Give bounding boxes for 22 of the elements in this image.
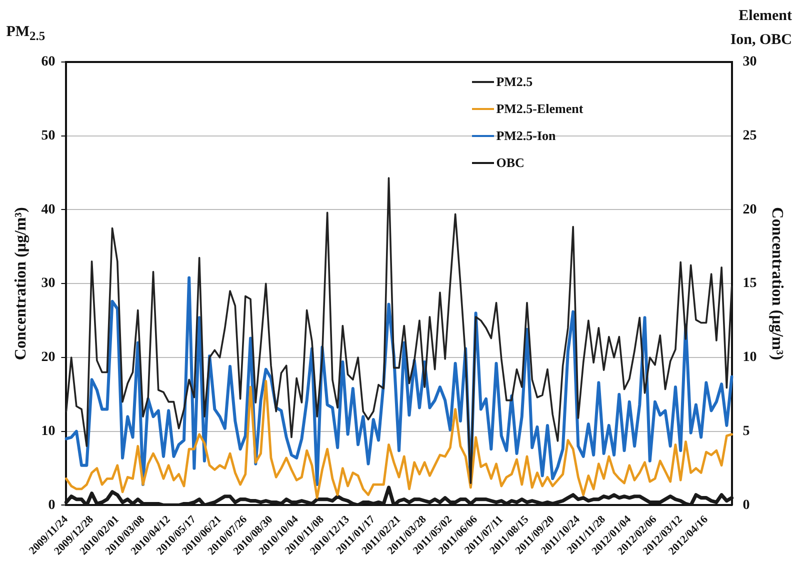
y2-tick-label: 30 xyxy=(742,54,757,70)
legend-label: PM2.5-Element xyxy=(496,100,584,116)
y2-axis-title: Concentration (μg/m³) xyxy=(768,207,786,360)
y-tick-label: 50 xyxy=(41,128,56,144)
y-tick-label: 40 xyxy=(41,202,56,218)
y-axis-title: Concentration (μg/m³) xyxy=(12,207,30,360)
y-tick-label: 30 xyxy=(41,276,56,292)
y-tick-label: 20 xyxy=(41,350,56,366)
y2-tick-label: 10 xyxy=(742,350,757,366)
y-tick-label: 10 xyxy=(41,424,56,439)
y2-tick-label: 5 xyxy=(742,424,750,439)
y2-tick-label: 25 xyxy=(742,128,757,144)
y-tick-label: 0 xyxy=(48,498,56,513)
legend-label: PM2.5 xyxy=(496,74,533,90)
text: Element Ion, OBC xyxy=(729,7,792,50)
text: PM$_{2.5}$ xyxy=(6,24,46,44)
legend-label: OBC xyxy=(496,154,524,170)
y-tick-label: 60 xyxy=(41,54,56,70)
y2-tick-label: 0 xyxy=(742,498,750,513)
y2-tick-label: 20 xyxy=(742,202,757,218)
y2-tick-label: 15 xyxy=(742,276,757,292)
legend-label: PM2.5-Ion xyxy=(496,128,556,144)
